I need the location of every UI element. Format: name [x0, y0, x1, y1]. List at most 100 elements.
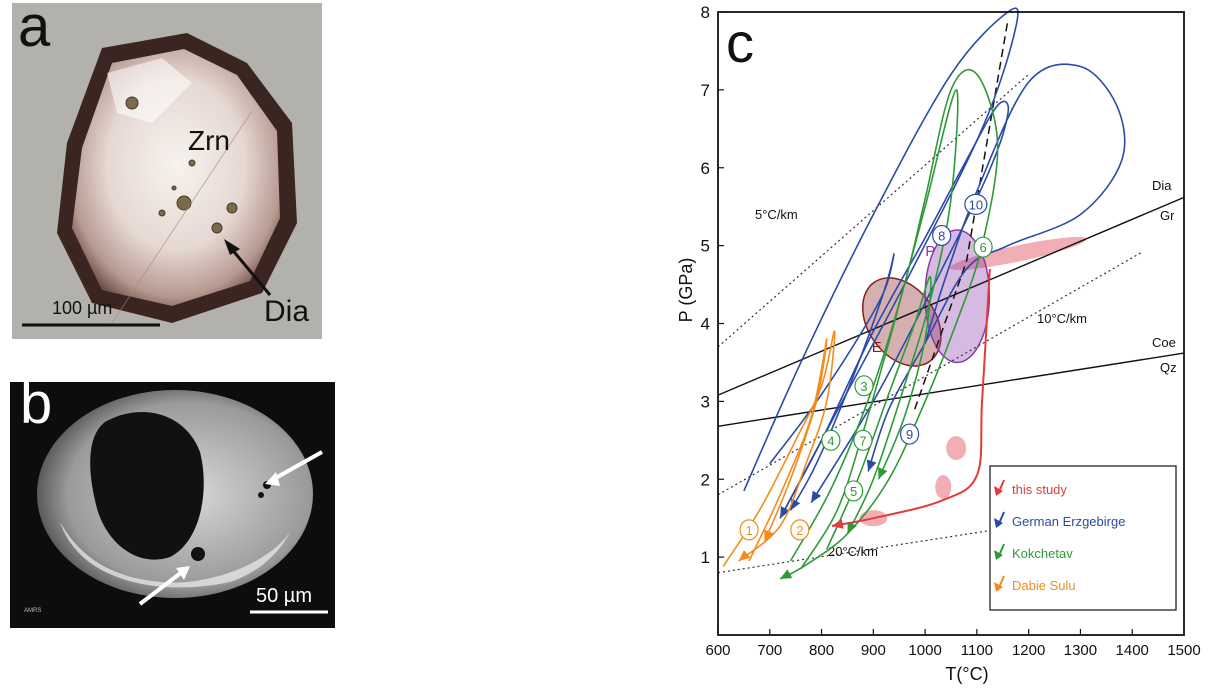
path-number-circle	[821, 429, 841, 451]
path-number-circle	[790, 519, 810, 541]
path-number-circle	[964, 193, 988, 215]
pt-path-kokchetav	[826, 275, 932, 550]
geotherm-label: 20°C/km	[828, 544, 878, 559]
path-arrowhead	[847, 521, 857, 534]
legend-box	[989, 465, 1177, 611]
cl-arrow-right	[271, 450, 323, 482]
path-number-text: 7	[859, 433, 866, 448]
field-label-E: E	[872, 339, 882, 356]
scale-label-b: 50 µm	[256, 585, 312, 607]
pt-path-dabie_sulu	[748, 338, 828, 562]
y-tick-label: 7	[701, 81, 710, 100]
legend-item: Dabie Sulu	[994, 575, 1076, 593]
pt-path-kokchetav	[779, 68, 999, 580]
x-tick-label: 1300	[1064, 642, 1097, 659]
path-number-7: 7	[853, 429, 873, 451]
path-arrowhead	[878, 467, 888, 480]
path-arrowhead	[764, 529, 774, 542]
path-number-circle	[853, 429, 873, 451]
legend-label: German Erzgebirge	[1012, 514, 1125, 529]
x-tick-label: 900	[861, 642, 886, 659]
phase-label-lower: Gr	[1160, 208, 1175, 223]
legend-item: this study	[994, 479, 1067, 497]
path-number-text: 9	[906, 427, 913, 442]
phase-boundary	[717, 196, 1185, 396]
path-number-4: 4	[821, 429, 841, 451]
path-number-circle	[844, 480, 864, 502]
path-arrowhead	[780, 569, 793, 579]
legend-swatch-arrow	[994, 582, 1003, 592]
panel-a-micrograph: a Zrn Dia 100 µm	[12, 3, 322, 339]
pt-path-german_erzgebirge	[743, 7, 1019, 519]
path-labels: 1 2 3 4 5 6 7 8 9 10	[739, 193, 993, 541]
path-number-1: 1	[739, 519, 759, 541]
zircon-image	[22, 33, 297, 327]
path-number-5: 5	[844, 480, 864, 502]
legend: this study German Erzgebirge Kokchetav Dabi…	[989, 465, 1177, 611]
x-tick-label: 600	[705, 642, 730, 659]
path-number-text: 5	[850, 484, 857, 499]
path-number-circle	[739, 519, 759, 541]
diamond-label: Dia	[264, 295, 310, 328]
path-number-2: 2	[790, 519, 810, 541]
phase-label-lower: Qz	[1160, 360, 1177, 375]
path-number-circle	[973, 236, 993, 258]
cl-core-dark	[90, 412, 204, 560]
this-study-field	[946, 436, 967, 461]
phase-boundary	[717, 352, 1185, 427]
x-tick-label: 700	[757, 642, 782, 659]
path-number-circle	[854, 375, 874, 397]
legend-swatch-arrow	[994, 550, 1003, 560]
scale-label-a: 100 µm	[52, 298, 113, 318]
panel-a-label: a	[18, 3, 51, 59]
path-number-text: 2	[796, 523, 803, 538]
axes: 600 700 800 900 1000 1100 1200 1300 1400 1500 1 2 3 4…	[701, 3, 1201, 659]
instrument-tag: AMRS	[24, 608, 42, 614]
panel-b-label: b	[20, 382, 53, 436]
y-axis-title: P (GPa)	[676, 258, 696, 323]
dashed-trend-line	[914, 19, 1009, 410]
path-number-text: 4	[827, 433, 834, 448]
x-tick-label: 800	[809, 642, 834, 659]
panel-c-label: c	[726, 11, 754, 74]
panel-b-cl-image: b 50 µm AMRS	[10, 382, 335, 628]
legend-swatch-arrow	[994, 486, 1003, 496]
inclusions	[125, 96, 238, 234]
pt-path-german_erzgebirge	[779, 100, 1010, 519]
phase-label-upper: Dia	[1152, 178, 1172, 193]
cl-arrow-bottom	[138, 570, 184, 606]
field-label-P: P	[925, 243, 935, 260]
path-number-text: 3	[860, 379, 867, 394]
y-tick-label: 2	[701, 470, 710, 489]
path-number-8: 8	[932, 224, 952, 247]
legend-item: Kokchetav	[994, 543, 1073, 561]
x-axis-title: T(°C)	[945, 664, 988, 684]
y-tick-label: 6	[701, 159, 710, 178]
path-number-6: 6	[973, 236, 993, 258]
geotherm-label: 10°C/km	[1037, 311, 1087, 326]
x-tick-label: 1200	[1012, 642, 1045, 659]
pt-path-this_study	[831, 268, 991, 527]
y-tick-label: 3	[701, 392, 710, 411]
legend-label: this study	[1012, 482, 1067, 497]
phase-label-upper: Coe	[1152, 335, 1176, 350]
x-tick-label: 1500	[1167, 642, 1200, 659]
path-number-9: 9	[899, 423, 920, 445]
y-tick-label: 8	[701, 3, 710, 22]
y-tick-label: 4	[701, 315, 710, 334]
path-number-10: 10	[964, 193, 988, 215]
x-tick-label: 1000	[908, 642, 941, 659]
path-number-text: 1	[745, 523, 752, 538]
path-number-circle	[899, 423, 920, 445]
path-number-text: 6	[979, 240, 986, 255]
path-number-circle	[932, 224, 952, 247]
path-number-3: 3	[854, 375, 874, 397]
geotherm-label: 5°C/km	[755, 207, 798, 222]
path-arrowhead	[831, 519, 844, 529]
zircon-label: Zrn	[188, 125, 230, 156]
y-tick-label: 1	[701, 548, 710, 567]
path-arrowhead	[738, 550, 751, 562]
geotherm-line	[717, 73, 1030, 348]
pt-diagram: E P 5°C/km 10°C/km 20°C/km Dia Gr Coe Qz 1 2 3 4 5 6…	[676, 3, 1201, 684]
path-arrowhead	[866, 459, 877, 472]
